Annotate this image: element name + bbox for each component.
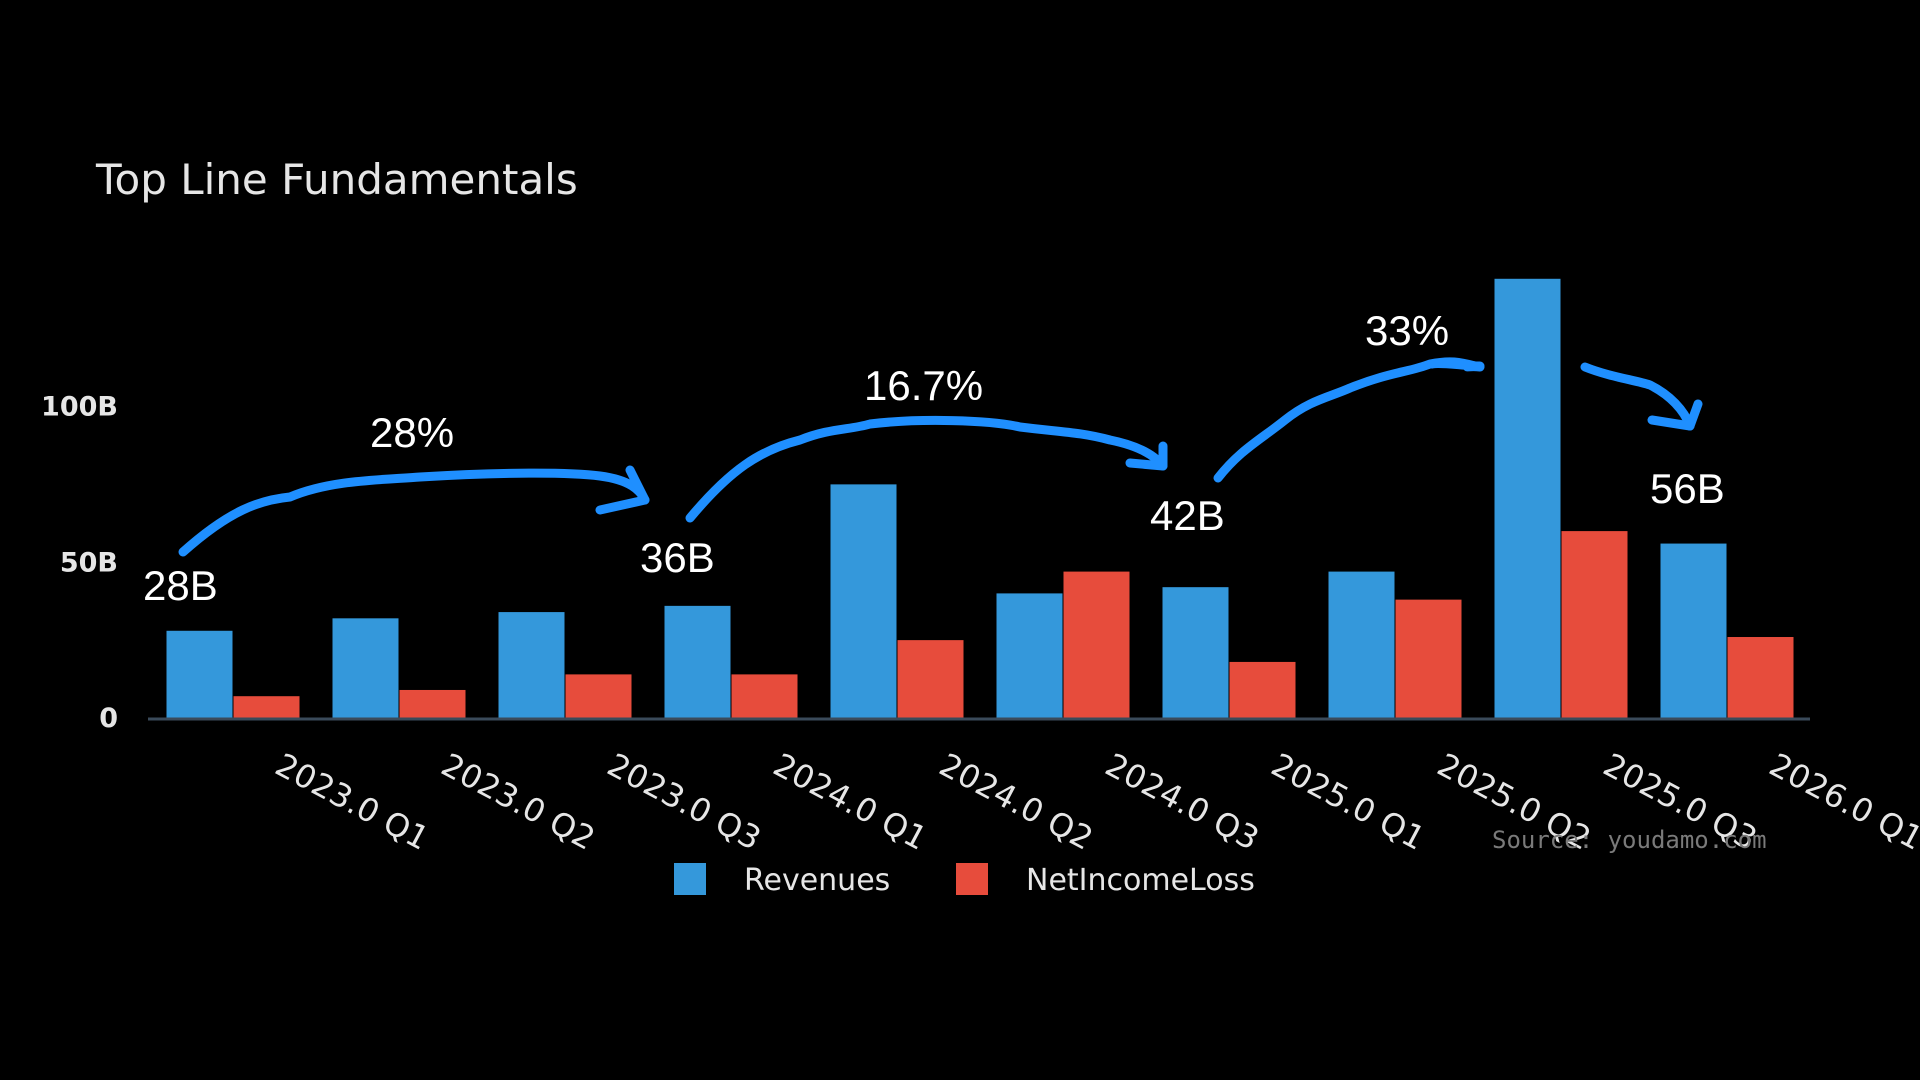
bar-revenues-2025-0-q2[interactable] xyxy=(1328,571,1395,718)
bar-revenues-2025-0-q1[interactable] xyxy=(1162,587,1229,718)
bar-revenues-2023-0-q3[interactable] xyxy=(498,612,565,718)
bar-revenues-2024-0-q3[interactable] xyxy=(996,593,1063,718)
legend-label-revenues[interactable]: Revenues xyxy=(744,863,890,898)
value-label-56b: 56B xyxy=(1650,465,1725,512)
bar-netincomeloss-2023-0-q3[interactable] xyxy=(565,674,632,718)
legend-label-netincomeloss[interactable]: NetIncomeLoss xyxy=(1026,863,1255,898)
source-text: Source: youdamo.com xyxy=(1492,826,1767,854)
bar-netincomeloss-2026-0-q1[interactable] xyxy=(1727,637,1794,718)
growth-arrow-2-head xyxy=(1125,441,1168,471)
y-axis: 0 50B 100B xyxy=(41,392,118,735)
growth-arrow-1 xyxy=(178,468,650,557)
bar-netincomeloss-2023-0-q1[interactable] xyxy=(233,696,300,718)
bar-revenues-2024-0-q1[interactable] xyxy=(664,605,731,718)
bar-revenues-2024-0-q2[interactable] xyxy=(830,484,897,718)
y-tick-label-0: 0 xyxy=(99,703,118,734)
growth-arrow-2 xyxy=(685,415,1168,523)
growth-arrow-1-head xyxy=(595,465,650,515)
bars xyxy=(166,278,1794,718)
bar-revenues-2026-0-q1[interactable] xyxy=(1660,543,1727,718)
chart-title: Top Line Fundamentals xyxy=(95,155,578,204)
value-label-28b: 28B xyxy=(143,562,218,609)
bar-netincomeloss-2024-0-q1[interactable] xyxy=(731,674,798,718)
value-label-36b: 36B xyxy=(640,534,715,581)
bar-revenues-2023-0-q1[interactable] xyxy=(166,630,233,718)
legend: Revenues NetIncomeLoss xyxy=(674,863,1255,898)
legend-swatch-netincomeloss[interactable] xyxy=(956,863,988,895)
bar-netincomeloss-2024-0-q3[interactable] xyxy=(1063,571,1130,718)
bar-netincomeloss-2025-0-q2[interactable] xyxy=(1395,599,1462,718)
value-label-42b: 42B xyxy=(1150,492,1225,539)
bar-netincomeloss-2025-0-q3[interactable] xyxy=(1561,531,1628,718)
growth-label-1: 28% xyxy=(370,409,454,456)
bar-netincomeloss-2024-0-q2[interactable] xyxy=(897,640,964,718)
growth-label-2: 16.7% xyxy=(864,362,983,409)
bar-revenues-2023-0-q2[interactable] xyxy=(332,618,399,718)
growth-label-3: 33% xyxy=(1365,307,1449,354)
bar-revenues-2025-0-q3[interactable] xyxy=(1494,278,1561,718)
y-tick-label-100b: 100B xyxy=(41,392,118,423)
y-tick-label-50b: 50B xyxy=(60,547,118,578)
growth-arrow-3-head xyxy=(1427,358,1485,371)
bar-netincomeloss-2023-0-q2[interactable] xyxy=(399,689,466,718)
growth-arrow-4 xyxy=(1580,362,1695,431)
growth-arrow-4-head xyxy=(1647,399,1703,431)
legend-swatch-revenues[interactable] xyxy=(674,863,706,895)
bar-netincomeloss-2025-0-q1[interactable] xyxy=(1229,661,1296,718)
annotations: 28% 16.7% 33% 28B 36B 42B 56B xyxy=(143,307,1725,609)
